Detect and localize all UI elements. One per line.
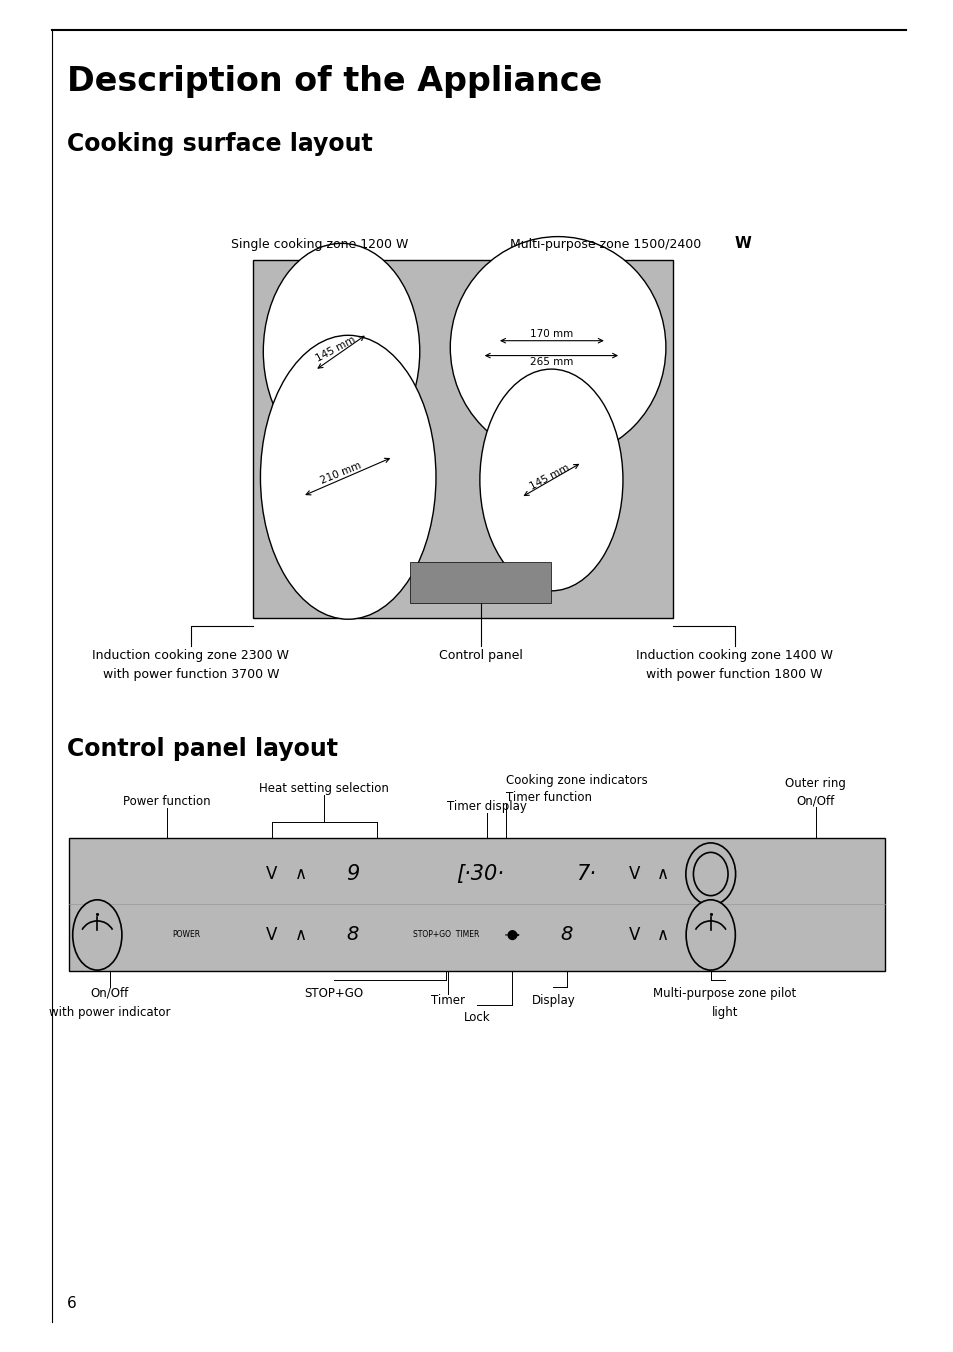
Text: Timer: Timer [431,994,465,1007]
Text: [·30·: [·30· [456,864,503,884]
Ellipse shape [479,369,622,591]
Text: Cooking zone indicators: Cooking zone indicators [505,773,647,787]
Text: STOP+GO  TIMER: STOP+GO TIMER [413,930,479,940]
Text: Timer display: Timer display [446,799,526,813]
Text: ∧: ∧ [294,926,306,944]
Text: V: V [628,926,639,944]
Text: V: V [266,926,277,944]
Text: Timer function: Timer function [505,791,591,804]
Text: 8: 8 [560,926,572,945]
Text: Power function: Power function [123,795,211,808]
Text: with power function 1800 W: with power function 1800 W [645,668,822,681]
Text: On/Off: On/Off [796,794,834,807]
Text: Outer ring: Outer ring [784,776,845,790]
Text: On/Off: On/Off [91,987,129,1000]
Text: 170 mm: 170 mm [529,329,573,339]
Text: 145 mm: 145 mm [314,334,357,364]
Text: Control panel: Control panel [438,649,522,662]
Ellipse shape [72,900,122,971]
Text: Multi-purpose zone 1500/2400: Multi-purpose zone 1500/2400 [510,238,705,251]
Text: light: light [711,1006,738,1019]
Text: ∧: ∧ [657,926,668,944]
Text: ∧: ∧ [657,865,668,883]
Text: ⬤: ⬤ [506,930,517,940]
Text: ∧: ∧ [294,865,306,883]
Text: Cooking surface layout: Cooking surface layout [67,132,372,157]
Ellipse shape [685,900,735,971]
Bar [410,562,551,603]
Text: 210 mm: 210 mm [318,461,362,485]
Text: V: V [266,865,277,883]
Bar [69,838,884,971]
Ellipse shape [260,335,436,619]
Text: POWER: POWER [172,930,200,940]
Text: 8: 8 [347,926,358,945]
Bar [253,260,672,618]
Text: W: W [734,237,751,251]
Text: with power indicator: with power indicator [49,1006,171,1019]
Text: Induction cooking zone 2300 W: Induction cooking zone 2300 W [92,649,289,662]
Text: Control panel layout: Control panel layout [67,737,337,761]
Text: 9: 9 [346,864,359,884]
Text: Description of the Appliance: Description of the Appliance [67,65,601,97]
Text: 145 mm: 145 mm [527,462,571,492]
Text: Lock: Lock [463,1011,490,1025]
Text: with power function 3700 W: with power function 3700 W [102,668,279,681]
Text: 265 mm: 265 mm [529,357,573,368]
Text: Induction cooking zone 1400 W: Induction cooking zone 1400 W [636,649,832,662]
Ellipse shape [263,243,419,460]
Ellipse shape [450,237,665,458]
Text: STOP+GO: STOP+GO [304,987,363,1000]
Text: Display: Display [531,994,575,1007]
Text: Multi-purpose zone pilot: Multi-purpose zone pilot [653,987,796,1000]
Text: 6: 6 [67,1297,76,1311]
Text: Heat setting selection: Heat setting selection [259,781,389,795]
Text: Single cooking zone 1200 W: Single cooking zone 1200 W [231,238,408,251]
Text: 7·: 7· [576,864,595,884]
Text: V: V [628,865,639,883]
